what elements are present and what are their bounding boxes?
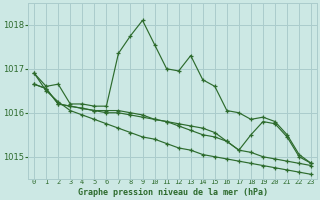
X-axis label: Graphe pression niveau de la mer (hPa): Graphe pression niveau de la mer (hPa) [78, 188, 268, 197]
